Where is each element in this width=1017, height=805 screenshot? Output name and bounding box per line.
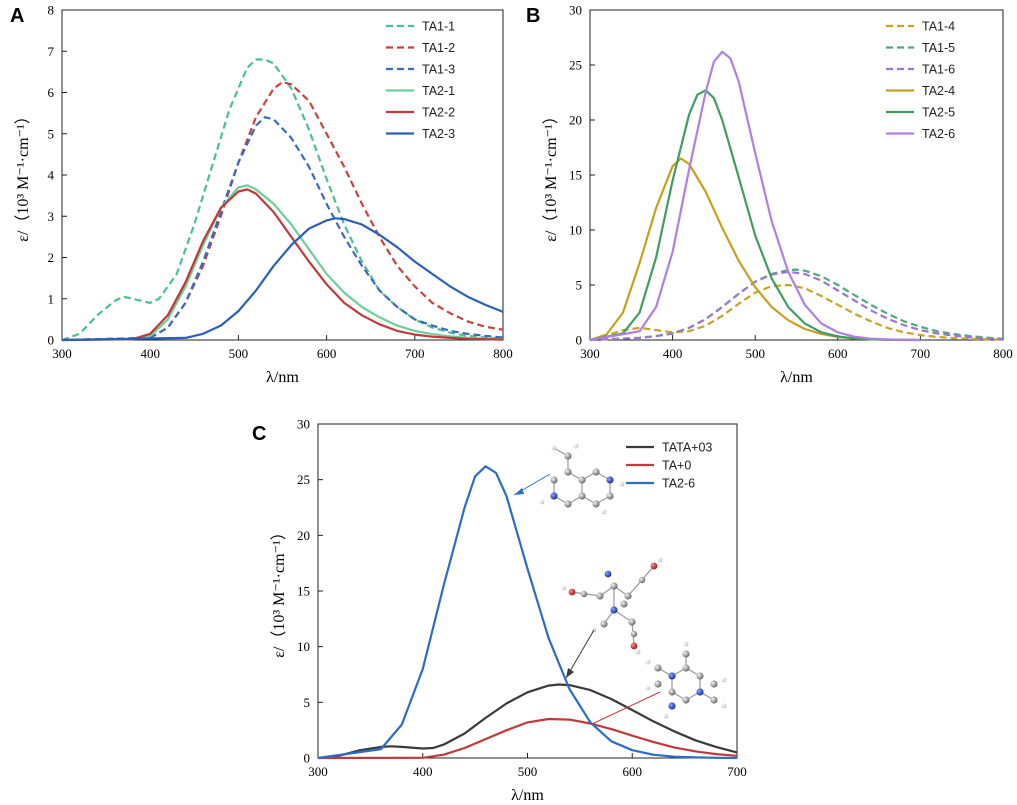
y-tick-label: 7 [48, 44, 55, 59]
y-tick-label: 0 [576, 333, 583, 348]
y-axis-label: ε/（10³ M⁻¹·cm⁻¹） [542, 108, 560, 242]
legend-entry: TA1-3 [422, 63, 455, 77]
chart-c: 300 400 500 600 700 0 5 10 15 20 25 30 λ/nm ε/（10³ M⁻… [270, 417, 747, 805]
y-tick-label: 15 [297, 584, 310, 599]
series-line-ta1-3 [61, 116, 504, 342]
y-tick-label: 25 [297, 472, 310, 487]
y-tick-label: 4 [48, 168, 55, 183]
legend-entry: TA1-2 [422, 41, 455, 55]
x-tick-label: 300 [308, 764, 328, 779]
legend-entry: TA1-5 [922, 41, 955, 55]
x-tick-label: 700 [911, 346, 931, 361]
annotation-arrow-tata03 [565, 629, 595, 679]
annotation-arrow-ta0 [591, 691, 661, 725]
series-line-ta2-5 [589, 89, 921, 342]
x-tick-label: 600 [623, 764, 643, 779]
panel-letter-b: B [526, 5, 540, 27]
y-tick-label: 3 [48, 209, 55, 224]
panel-b: B 300 400 500 600 700 800 0 5 10 15 20 25 30 λ/nm ε/（1… [526, 3, 1013, 387]
y-tick-label: 30 [569, 3, 582, 18]
chart-a: 300 400 500 600 700 800 0 1 2 3 4 5 6 7 8 λ/nm ε/（10³ M⁻… [14, 3, 513, 387]
molecule-tata03-image [561, 557, 663, 655]
x-tick-label: 500 [229, 346, 249, 361]
series-line-tata-03 [317, 683, 738, 760]
x-tick-label: 500 [518, 764, 538, 779]
y-tick-label: 20 [569, 113, 582, 128]
y-tick-label: 25 [569, 58, 582, 73]
x-axis-label: λ/nm [780, 369, 813, 386]
legend-entry: TA2-5 [922, 106, 955, 120]
series-line-ta2-1 [61, 184, 504, 342]
legend-entry: TA2-6 [662, 477, 695, 491]
x-tick-label: 700 [727, 764, 747, 779]
series-line-ta2-6 [589, 50, 921, 342]
x-tick-label: 400 [663, 346, 683, 361]
series-line-ta1-5 [589, 268, 1004, 342]
legend-entry: TA1-4 [922, 20, 955, 34]
y-tick-label: 5 [576, 278, 583, 293]
x-tick-label: 600 [828, 346, 848, 361]
x-axis-label: λ/nm [511, 787, 544, 804]
y-tick-label: 30 [297, 417, 310, 432]
series-line-ta2-2 [61, 188, 504, 342]
legend-entry: TA2-4 [922, 84, 955, 98]
series-line-ta1-6 [589, 270, 1004, 342]
y-tick-label: 0 [48, 333, 55, 348]
legend-entry: TA+0 [662, 459, 691, 473]
panel-c: C 300 400 500 600 700 0 5 10 15 20 25 30 λ/nm ε/（10³ … [252, 417, 747, 805]
legend-entry: TA2-3 [422, 127, 455, 141]
y-tick-label: 5 [48, 126, 55, 141]
y-tick-label: 0 [304, 751, 311, 766]
panel-a: A 300 400 500 600 700 800 0 1 2 3 4 5 6 7 8 λ/nm ε/（10³ … [10, 3, 513, 387]
x-tick-label: 500 [745, 346, 765, 361]
legend-entry: TA2-6 [922, 127, 955, 141]
plot-frame [61, 9, 504, 341]
y-axis-label: ε/（10³ M⁻¹·cm⁻¹） [270, 524, 288, 658]
legend-entry: TA1-1 [422, 20, 455, 34]
x-tick-label: 800 [493, 346, 513, 361]
legend: TATA+03 TA+0 TA2-6 [626, 441, 712, 491]
x-tick-label: 800 [993, 346, 1013, 361]
series-line-ta2-3 [61, 217, 504, 342]
x-tick-label: 400 [140, 346, 160, 361]
legend-entry: TA1-6 [922, 63, 955, 77]
panel-letter-c: C [252, 423, 266, 445]
chart-b: 300 400 500 600 700 800 0 5 10 15 20 25 30 λ/nm ε/（10³… [542, 3, 1013, 387]
legend: TA1-1 TA1-2 TA1-3 TA2-1 TA2-2 TA2-3 [386, 20, 455, 141]
x-tick-label: 700 [405, 346, 425, 361]
molecule-ta2-6-image [539, 443, 625, 515]
y-tick-label: 8 [48, 3, 55, 18]
x-tick-label: 300 [52, 346, 72, 361]
y-tick-label: 10 [297, 639, 310, 654]
molecule-ta0-image [645, 641, 727, 719]
legend: TA1-4 TA1-5 TA1-6 TA2-4 TA2-5 TA2-6 [886, 20, 955, 141]
x-tick-label: 600 [317, 346, 337, 361]
y-tick-label: 2 [48, 250, 55, 265]
series-line-ta1-1 [61, 58, 504, 342]
legend-entry: TATA+03 [662, 441, 712, 455]
y-tick-label: 5 [304, 695, 311, 710]
series-line-ta1-2 [61, 81, 504, 342]
x-tick-label: 400 [413, 764, 433, 779]
legend-entry: TA2-1 [422, 84, 455, 98]
y-axis-label: ε/（10³ M⁻¹·cm⁻¹） [14, 108, 32, 242]
x-axis-label: λ/nm [266, 369, 299, 386]
y-tick-label: 6 [48, 85, 55, 100]
series-line-ta-0 [317, 717, 738, 760]
legend-entry: TA2-2 [422, 106, 455, 120]
y-tick-label: 1 [48, 291, 55, 306]
series-line-ta2-6 [317, 465, 738, 760]
x-tick-label: 300 [580, 346, 600, 361]
y-tick-label: 10 [569, 223, 582, 238]
y-tick-label: 15 [569, 168, 582, 183]
y-tick-label: 20 [297, 528, 310, 543]
panel-letter-a: A [10, 5, 24, 27]
annotation-arrow-ta2-6 [513, 473, 551, 496]
